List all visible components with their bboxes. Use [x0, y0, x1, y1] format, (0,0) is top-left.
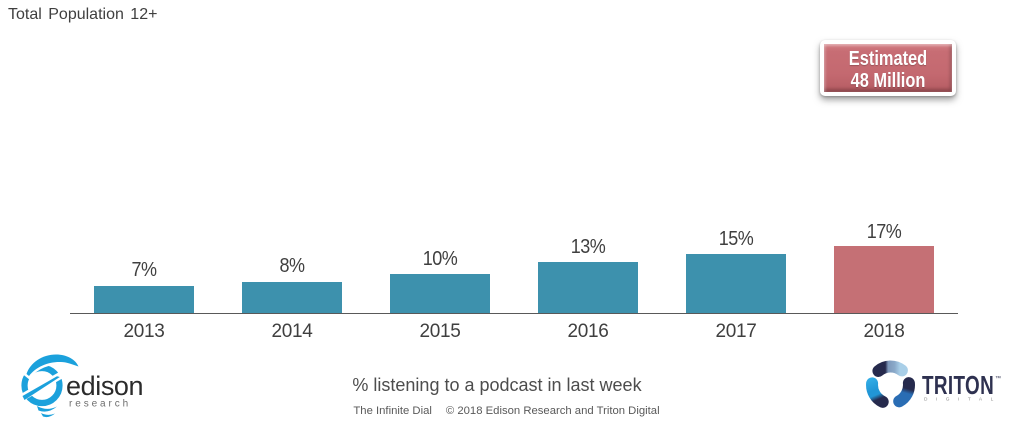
svg-text:DIGITAL: DIGITAL — [924, 396, 1002, 402]
svg-text:edison: edison — [66, 371, 143, 401]
svg-text:research: research — [69, 399, 131, 410]
svg-text:TRITON: TRITON — [922, 371, 994, 399]
svg-text:™: ™ — [995, 375, 1001, 382]
